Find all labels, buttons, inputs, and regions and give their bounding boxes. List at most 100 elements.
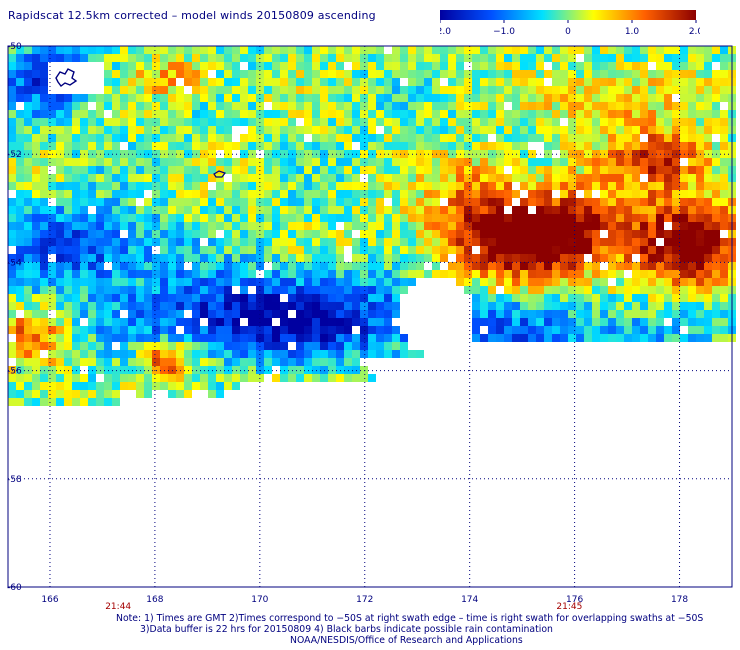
wind-difference-map: 166 168 170 172 174 176 178 -50-52-54-56-58-60… — [7, 42, 736, 610]
data-cell — [272, 214, 280, 222]
data-cell — [272, 238, 280, 246]
data-cell — [376, 206, 384, 214]
data-cell — [448, 166, 456, 174]
data-cell — [552, 334, 560, 342]
data-cell — [64, 390, 72, 398]
data-cell — [712, 166, 720, 174]
data-cell — [152, 326, 160, 334]
data-cell — [584, 94, 592, 102]
data-cell — [536, 166, 544, 174]
data-cell — [512, 238, 520, 246]
data-cell — [40, 214, 48, 222]
data-cell — [392, 86, 400, 94]
data-cell — [208, 382, 216, 390]
data-cell — [576, 78, 584, 86]
data-cell — [248, 278, 256, 286]
data-cell — [136, 182, 144, 190]
data-cell — [264, 86, 272, 94]
data-cell — [520, 94, 528, 102]
data-cell — [200, 278, 208, 286]
data-cell — [168, 70, 176, 78]
data-cell — [72, 102, 80, 110]
data-cell — [168, 46, 176, 54]
data-cell — [288, 286, 296, 294]
data-cell — [136, 318, 144, 326]
data-cell — [16, 198, 24, 206]
data-cell — [568, 102, 576, 110]
data-cell — [320, 326, 328, 334]
data-cell — [328, 54, 336, 62]
data-cell — [64, 278, 72, 286]
data-cell — [712, 78, 720, 86]
data-cell — [296, 246, 304, 254]
data-cell — [344, 286, 352, 294]
data-cell — [232, 254, 240, 262]
data-cell — [232, 278, 240, 286]
data-cell — [248, 126, 256, 134]
data-cell — [328, 326, 336, 334]
data-cell — [272, 262, 280, 270]
data-cell — [608, 262, 616, 270]
data-cell — [176, 390, 184, 398]
data-cell — [392, 190, 400, 198]
data-cell — [208, 278, 216, 286]
data-cell — [512, 246, 520, 254]
data-cell — [344, 334, 352, 342]
data-cell — [320, 350, 328, 358]
data-cell — [48, 366, 56, 374]
data-cell — [8, 342, 16, 350]
data-cell — [192, 86, 200, 94]
data-cell — [528, 278, 536, 286]
data-cell — [584, 182, 592, 190]
data-cell — [320, 54, 328, 62]
data-cell — [200, 206, 208, 214]
data-cell — [368, 126, 376, 134]
data-cell — [280, 262, 288, 270]
data-cell — [200, 334, 208, 342]
data-cell — [280, 158, 288, 166]
data-cell — [456, 70, 464, 78]
data-cell — [104, 310, 112, 318]
data-cell — [128, 166, 136, 174]
data-cell — [512, 214, 520, 222]
data-cell — [640, 62, 648, 70]
data-cell — [656, 286, 664, 294]
data-cell — [584, 310, 592, 318]
data-cell — [40, 62, 48, 70]
data-cell — [296, 294, 304, 302]
data-cell — [288, 190, 296, 198]
data-cell — [16, 262, 24, 270]
data-cell — [56, 398, 64, 406]
data-cell — [248, 182, 256, 190]
data-cell — [640, 206, 648, 214]
data-cell — [392, 302, 400, 310]
data-cell — [368, 350, 376, 358]
data-cell — [408, 62, 416, 70]
data-cell — [312, 326, 320, 334]
data-cell — [616, 326, 624, 334]
data-cell — [8, 398, 16, 406]
data-cell — [40, 326, 48, 334]
data-cell — [544, 206, 552, 214]
data-cell — [280, 310, 288, 318]
data-cell — [88, 310, 96, 318]
data-cell — [560, 70, 568, 78]
data-cell — [384, 214, 392, 222]
data-cell — [552, 294, 560, 302]
data-cell — [392, 198, 400, 206]
data-cell — [96, 238, 104, 246]
data-cell — [184, 270, 192, 278]
data-cell — [296, 238, 304, 246]
data-cell — [424, 94, 432, 102]
data-cell — [208, 158, 216, 166]
data-cell — [32, 142, 40, 150]
data-cell — [688, 94, 696, 102]
data-cell — [264, 246, 272, 254]
data-cell — [320, 206, 328, 214]
data-cell — [296, 222, 304, 230]
data-cell — [248, 206, 256, 214]
data-cell — [232, 46, 240, 54]
data-cell — [96, 302, 104, 310]
data-cell — [560, 78, 568, 86]
data-cell — [360, 350, 368, 358]
